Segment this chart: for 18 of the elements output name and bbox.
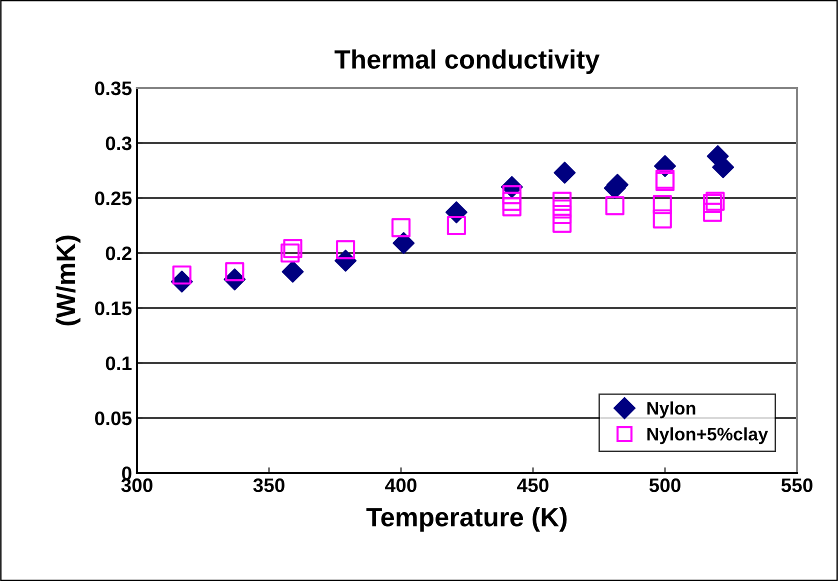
x-tick-label: 500: [649, 478, 680, 492]
x-tick-label: 550: [781, 478, 812, 492]
y-tick-label: 0.15: [95, 301, 132, 316]
legend-label: Nylon+5%clay: [647, 427, 768, 444]
y-axis-title: (W/mK): [56, 236, 80, 326]
legend-label: Nylon: [647, 401, 696, 418]
y-tick-label: 0.25: [95, 191, 132, 206]
y-tick-label: 0.2: [106, 246, 132, 260]
x-tick-label: 400: [385, 478, 416, 492]
y-tick-label: 0.05: [95, 411, 132, 426]
y-tick-label: 0.3: [106, 136, 132, 150]
x-tick-label: 450: [517, 478, 548, 492]
y-tick-label: 0.1: [106, 356, 132, 370]
y-tick-label: 0.35: [95, 81, 132, 96]
x-axis-title: Temperature (K): [366, 507, 567, 532]
x-tick-label: 300: [121, 478, 152, 492]
x-tick-label: 350: [253, 478, 284, 492]
chart-title: Thermal conductivity: [334, 49, 600, 74]
